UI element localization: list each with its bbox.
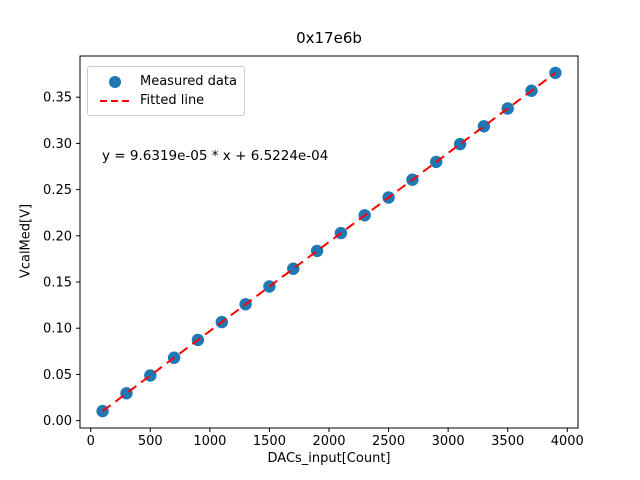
chart-title: 0x17e6b <box>296 29 362 47</box>
y-tick-label: 0.35 <box>43 91 72 106</box>
y-tick-label: 0.20 <box>43 229 72 244</box>
y-tick-label: 0.25 <box>43 183 72 198</box>
legend-label-fitted-line: Fitted line <box>140 93 205 108</box>
y-axis-label: VcalMed[V] <box>18 203 34 279</box>
x-tick-label: 1000 <box>193 434 226 449</box>
x-tick-label: 3500 <box>491 434 524 449</box>
x-tick-label: 3000 <box>432 434 465 449</box>
fit-line <box>102 72 556 412</box>
x-tick-label: 500 <box>138 434 163 449</box>
y-tick-label: 0.15 <box>43 276 72 291</box>
legend-label-measured-data: Measured data <box>140 74 237 89</box>
legend-handle <box>97 99 133 102</box>
dashed-line-icon <box>100 99 130 102</box>
y-tick-label: 0.00 <box>43 414 72 429</box>
legend: Measured data Fitted line <box>87 66 245 116</box>
y-tick-label: 0.30 <box>43 137 72 152</box>
x-tick-label: 2500 <box>372 434 405 449</box>
x-tick-label: 0 <box>87 434 95 449</box>
legend-handle <box>97 75 133 88</box>
scatter-point <box>549 66 562 80</box>
x-tick-label: 1500 <box>253 434 286 449</box>
legend-item-measured-data: Measured data <box>97 72 237 91</box>
y-tick-label: 0.05 <box>43 368 72 383</box>
x-axis-label: DACs_input[Count] <box>267 451 391 466</box>
legend-item-fitted-line: Fitted line <box>97 91 235 110</box>
fit-equation-annotation: y = 9.6319e-05 * x + 6.5224e-04 <box>102 148 329 164</box>
x-tick-label: 4000 <box>551 434 584 449</box>
y-tick-label: 0.10 <box>43 322 72 337</box>
scatter-marker-icon <box>109 75 121 88</box>
x-tick-label: 2000 <box>312 434 345 449</box>
